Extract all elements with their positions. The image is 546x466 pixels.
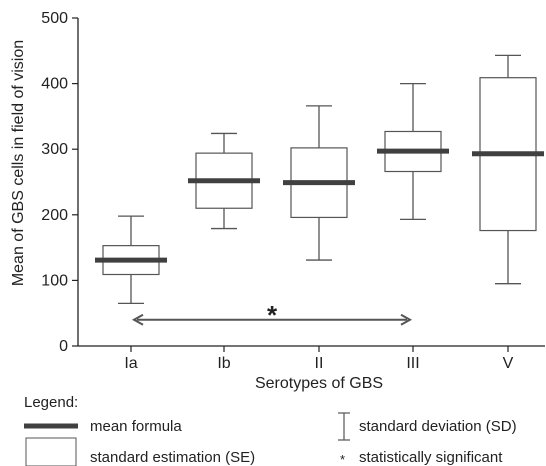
x-tick-label: Ib xyxy=(217,355,230,372)
x-tick-label: III xyxy=(406,355,419,372)
significance-arrowhead-left xyxy=(131,313,144,326)
significance-annotation: * xyxy=(131,300,413,330)
legend: Legend: mean formula standard estimation… xyxy=(24,394,517,466)
group-v xyxy=(472,54,544,285)
significance-arrowhead-right xyxy=(400,313,413,326)
group-ii xyxy=(283,105,355,261)
group-ib xyxy=(188,132,260,230)
x-tick-label: II xyxy=(315,355,324,372)
x-tick-label: V xyxy=(503,355,514,372)
legend-sd-swatch xyxy=(338,412,350,441)
legend-se-swatch xyxy=(25,437,77,466)
plot-marks xyxy=(95,54,544,305)
legend-sig-symbol: * xyxy=(340,452,345,466)
legend-mean-label: mean formula xyxy=(90,418,182,435)
y-tick-label: 300 xyxy=(41,141,68,158)
y-tick-label: 400 xyxy=(41,76,68,93)
legend-se-label: standard estimation (SE) xyxy=(90,449,255,466)
y-tick-label: 500 xyxy=(41,10,68,27)
y-tick-label: 200 xyxy=(41,207,68,224)
group-ia xyxy=(95,215,167,305)
legend-title: Legend: xyxy=(24,394,78,411)
legend-sd-label: standard deviation (SD) xyxy=(359,418,517,435)
significance-star: * xyxy=(267,300,278,330)
group-iii xyxy=(377,82,449,221)
y-tick-label: 100 xyxy=(41,272,68,289)
legend-sig-label: statistically significant xyxy=(359,449,503,466)
y-tick-label: 0 xyxy=(59,338,68,355)
x-tick-label: Ia xyxy=(124,355,137,372)
y-axis-label: Mean of GBS cells in field of vision xyxy=(10,40,27,286)
x-axis-label: Serotypes of GBS xyxy=(255,375,383,392)
